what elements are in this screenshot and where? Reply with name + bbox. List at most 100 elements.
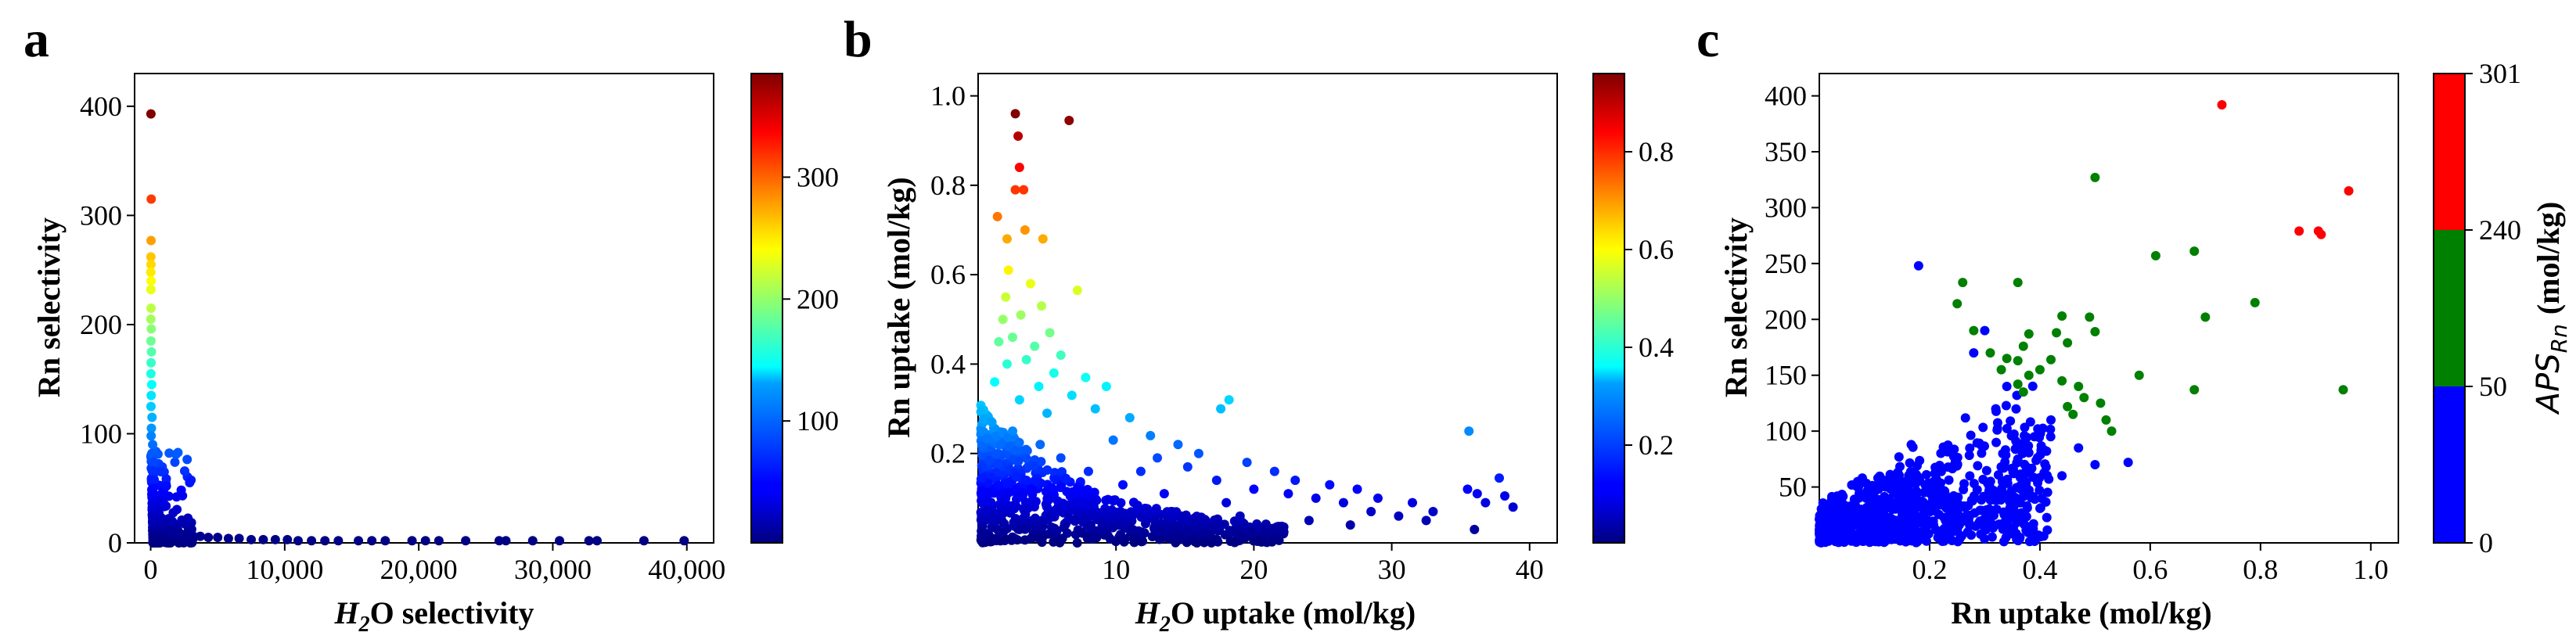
scatter-point-b — [1047, 483, 1057, 493]
scatter-point-b — [1060, 473, 1070, 483]
scatter-point-b — [1031, 522, 1041, 532]
scatter-point-b — [1276, 524, 1286, 534]
colorbar-tick-label-a: 200 — [797, 283, 839, 314]
scatter-point-b — [1014, 163, 1024, 172]
scatter-point-c-mid — [2189, 246, 2200, 257]
y-tick-label-b: 0.6 — [930, 259, 966, 290]
scatter-point-c-mid — [2024, 370, 2034, 380]
y-tick-label-a: 300 — [80, 199, 122, 231]
scatter-point-c-mid — [2068, 409, 2078, 419]
scatter-point-a — [354, 536, 364, 546]
scatter-point-c-mid — [1969, 325, 1979, 336]
scatter-point-b — [1133, 526, 1143, 536]
scatter-point-c — [1865, 498, 1876, 508]
x-tick-label-b: 30 — [1378, 554, 1406, 585]
scatter-point-a — [147, 412, 157, 422]
scatter-point-c — [1867, 535, 1877, 545]
scatter-point-b — [1249, 484, 1259, 494]
svg-text:APSRn(mol/kg): APSRn (mol/kg) — [2531, 202, 2572, 416]
scatter-point-c — [1978, 491, 1988, 501]
scatter-point-a — [149, 475, 160, 485]
scatter-point-a — [146, 390, 157, 401]
scatter-point-b — [1021, 354, 1031, 365]
scatter-point-c — [2042, 487, 2053, 498]
y-tick-label-c: 200 — [1765, 304, 1807, 335]
xlabel-a-prefix: H — [333, 595, 360, 630]
scatter-point-b — [1087, 511, 1097, 521]
scatter-point-a — [180, 519, 190, 530]
scatter-point-b — [1009, 518, 1019, 528]
panel-label-c: c — [1696, 11, 1719, 68]
scatter-point-b — [1090, 404, 1100, 414]
scatter-point-b — [1016, 310, 1026, 320]
scatter-point-b — [1394, 511, 1404, 521]
scatter-point-c-mid — [2046, 354, 2056, 365]
scatter-point-c — [1997, 477, 2007, 487]
scatter-point-b — [994, 336, 1004, 347]
x-tick-label-c: 0.6 — [2132, 554, 2168, 585]
scatter-point-c — [1981, 465, 1991, 476]
scatter-point-c — [1949, 444, 1959, 454]
scatter-point-b — [1428, 507, 1438, 516]
scatter-point-b — [981, 433, 991, 444]
x-tick-label-b: 20 — [1239, 554, 1268, 585]
scatter-point-a — [527, 536, 538, 546]
scatter-point-b — [1064, 116, 1074, 125]
scatter-point-a — [146, 194, 157, 204]
scatter-point-c — [1890, 475, 1900, 485]
scatter-point-b — [1191, 519, 1201, 530]
scatter-point-b — [1001, 292, 1011, 302]
scatter-point-c — [1846, 501, 1856, 511]
scatter-point-a — [494, 536, 504, 546]
scatter-point-c — [1910, 499, 1920, 509]
scatter-point-b — [1186, 535, 1196, 545]
scatter-point-c — [1875, 471, 1885, 481]
scatter-point-b — [1311, 493, 1321, 503]
scatter-point-c — [2010, 444, 2020, 454]
scatter-point-a — [146, 235, 157, 246]
scatter-point-a — [282, 534, 293, 544]
scatter-point-c — [1815, 523, 1826, 533]
scatter-point-c — [1978, 422, 1988, 433]
scatter-point-c — [1854, 506, 1864, 516]
scatter-point-b — [1013, 131, 1024, 141]
scatter-point-c — [1953, 492, 1963, 502]
scatter-point-c-high — [2294, 226, 2304, 236]
scatter-point-b — [1124, 531, 1135, 541]
scatter-point-b — [1101, 382, 1111, 391]
scatter-point-c — [1998, 524, 2008, 534]
scatter-point-c — [1984, 515, 1995, 525]
scatter-point-c — [1912, 537, 1923, 547]
scatter-point-c-mid — [2057, 311, 2067, 321]
colorbar-c-label-main: APS — [2531, 353, 2567, 415]
scatter-point-b — [1480, 498, 1491, 508]
scatter-point-a — [146, 336, 156, 346]
scatter-point-b — [1149, 524, 1160, 534]
scatter-point-a — [173, 447, 183, 458]
x-tick-label-c: 0.2 — [1912, 554, 1947, 585]
x-tick-label-c: 0.4 — [2022, 554, 2057, 585]
y-tick-label-a: 100 — [80, 418, 122, 449]
scatter-point-b — [1060, 501, 1070, 511]
svg-text:H2O selectivity: H2O selectivity — [333, 595, 534, 637]
scatter-point-b — [987, 417, 997, 427]
scatter-point-c-mid — [2096, 398, 2106, 408]
scatter-point-b — [993, 458, 1003, 469]
scatter-point-c-mid — [1952, 299, 1963, 309]
scatter-point-b — [1014, 437, 1024, 447]
scatter-point-b — [1103, 530, 1113, 541]
scatter-point-c-low — [1991, 404, 2001, 414]
scatter-point-c — [1992, 418, 2002, 428]
scatter-point-b — [1111, 537, 1121, 547]
scatter-point-c — [2028, 472, 2038, 483]
y-tick-label-b: 0.2 — [930, 438, 966, 469]
scatter-point-b — [1042, 408, 1052, 418]
colorbar-tick-label-b: 0.6 — [1639, 234, 1674, 265]
scatter-point-c — [1815, 535, 1825, 545]
panel-label-a: a — [23, 11, 49, 68]
scatter-point-a — [146, 260, 156, 270]
dense-cluster-b — [976, 401, 1289, 548]
scatter-point-a — [320, 536, 330, 546]
scatter-point-b — [1124, 413, 1135, 422]
